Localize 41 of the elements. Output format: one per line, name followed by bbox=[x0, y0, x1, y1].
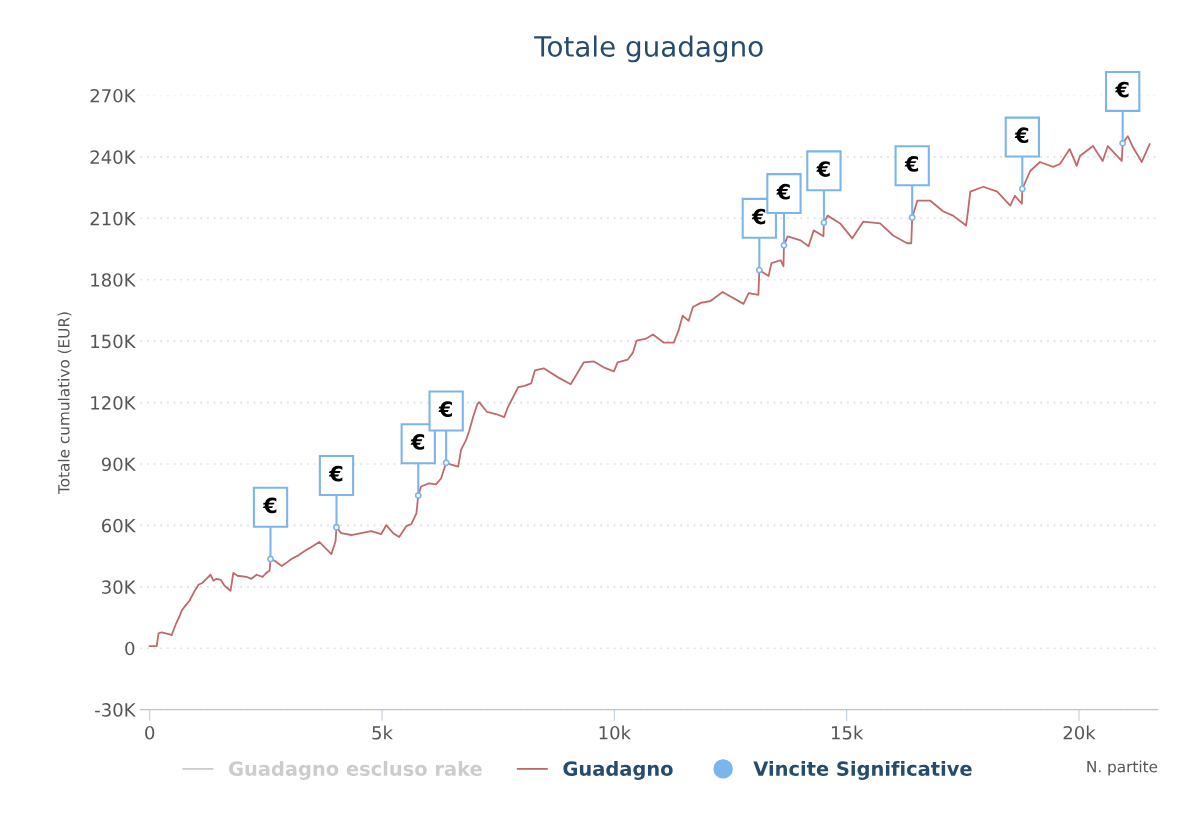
x-tick-label: 20k bbox=[1063, 725, 1096, 740]
y-tick-label: 0 bbox=[125, 641, 135, 656]
point bbox=[755, 266, 763, 274]
y-tick-label: 270K bbox=[90, 88, 136, 103]
x-tick-label: 10k bbox=[599, 725, 632, 740]
point bbox=[820, 219, 828, 227]
y-tick-label: 90K bbox=[101, 457, 136, 472]
point bbox=[1119, 139, 1127, 147]
data-label: € bbox=[816, 161, 830, 177]
y-tick-label: 240K bbox=[90, 150, 136, 164]
x-tick-label: 15k bbox=[831, 725, 864, 740]
y-tick-label: 210K bbox=[90, 211, 136, 226]
legend-label: Vincite Significative bbox=[753, 760, 972, 780]
x-tick-label: 0 bbox=[145, 725, 155, 740]
point bbox=[780, 241, 788, 249]
data-label: € bbox=[751, 208, 766, 225]
point bbox=[267, 555, 274, 563]
chart-title: Totale guadagno bbox=[534, 35, 763, 63]
x-tick-label: 5k bbox=[372, 725, 393, 740]
y-tick-label: 60K bbox=[101, 518, 136, 533]
data-label: € bbox=[262, 497, 277, 514]
y-tick-label: 150K bbox=[91, 334, 136, 349]
y-tick-label: 30K bbox=[102, 580, 136, 594]
data-label: € bbox=[1014, 127, 1029, 144]
x-axis-title: N. partite bbox=[1087, 760, 1158, 776]
data-label: € bbox=[1115, 81, 1129, 98]
y-tick-label: 120K bbox=[91, 396, 136, 410]
y-tick-label: -30K bbox=[95, 703, 136, 717]
y-tick-label: 180K bbox=[91, 273, 136, 287]
data-label: € bbox=[776, 183, 790, 200]
point bbox=[333, 523, 340, 531]
data-label: € bbox=[328, 465, 343, 482]
point bbox=[442, 459, 450, 467]
y-axis-title: Totale cumulativo (EUR) bbox=[57, 312, 72, 495]
legend-label: Guadagno bbox=[563, 760, 673, 780]
point bbox=[1018, 185, 1026, 193]
data-label: € bbox=[438, 401, 452, 418]
data-label: € bbox=[410, 434, 425, 450]
data-label: € bbox=[904, 156, 919, 172]
point bbox=[414, 492, 422, 499]
point bbox=[908, 214, 916, 221]
